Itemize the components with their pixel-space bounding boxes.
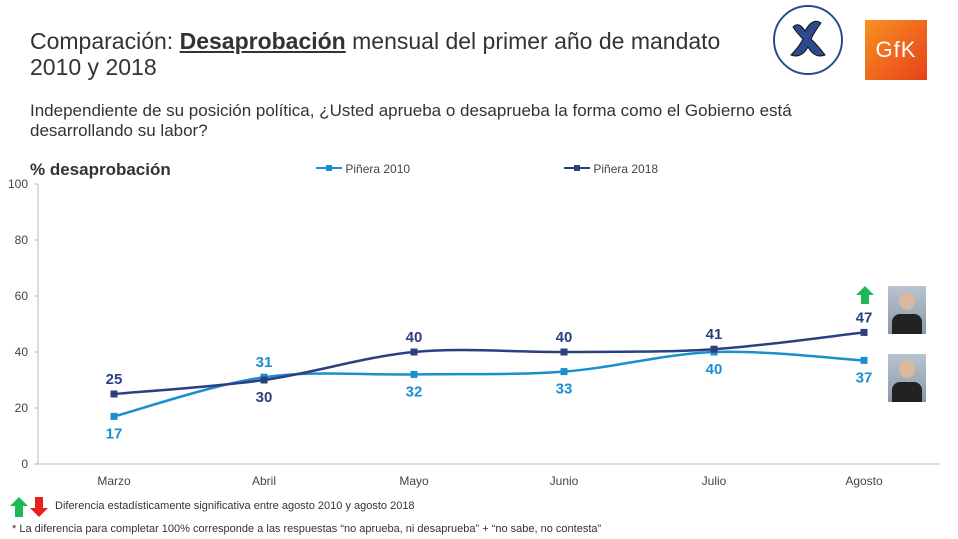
y-axis-label: % desaprobación: [30, 160, 171, 179]
gfk-logo: GfK: [865, 20, 927, 80]
data-point: [560, 368, 568, 376]
data-label: 41: [706, 326, 723, 343]
data-label: 40: [706, 361, 723, 378]
y-tick-label: 80: [15, 233, 29, 247]
up-arrow-icon: [856, 286, 874, 304]
y-tick-label: 20: [15, 401, 29, 415]
x-tick-label: Abril: [252, 474, 276, 488]
x-tick-label: Marzo: [97, 474, 131, 488]
x-tick-label: Agosto: [845, 474, 883, 488]
data-label: 40: [556, 329, 573, 346]
series-line-pi-era-2018: [113, 331, 865, 396]
y-tick-label: 100: [8, 177, 28, 191]
data-point: [710, 345, 718, 353]
photo-pinera-2018: [888, 286, 926, 334]
data-point: [410, 348, 418, 356]
data-label: 31: [256, 354, 273, 371]
y-tick-label: 40: [15, 345, 29, 359]
data-label: 17: [106, 425, 123, 442]
data-point: [260, 376, 268, 384]
data-point: [410, 370, 418, 378]
y-tick-label: 60: [15, 289, 29, 303]
x-tick-label: Mayo: [399, 474, 429, 488]
data-point: [560, 348, 568, 356]
significance-note: Diferencia estadísticamente significativ…: [55, 500, 415, 512]
data-point: [110, 412, 118, 420]
survey-question: Independiente de su posición política, ¿…: [30, 101, 792, 140]
page-title: Comparación: Desaprobación mensual del p…: [30, 28, 721, 80]
legend-item-2018: Piñera 2018: [564, 162, 658, 176]
data-label: 25: [106, 371, 123, 388]
data-label: 47: [856, 309, 873, 326]
x-tick-label: Julio: [702, 474, 727, 488]
x-tick-label: Junio: [550, 474, 579, 488]
photo-pinera-2010: [888, 354, 926, 402]
data-label: 32: [406, 383, 423, 400]
data-point: [860, 356, 868, 364]
legend-item-2010: Piñera 2010: [316, 162, 410, 176]
y-tick-label: 0: [21, 457, 28, 471]
data-label: 30: [256, 389, 273, 406]
data-label: 40: [406, 329, 423, 346]
footnote: * La diferencia para completar 100% corr…: [12, 523, 602, 535]
cadem-logo: [773, 5, 843, 75]
data-point: [110, 390, 118, 398]
data-label: 37: [856, 369, 873, 386]
data-point: [860, 328, 868, 336]
up-down-arrows-icon: [10, 497, 48, 517]
series-line-pi-era-2010: [113, 350, 865, 418]
data-label: 33: [556, 381, 573, 398]
